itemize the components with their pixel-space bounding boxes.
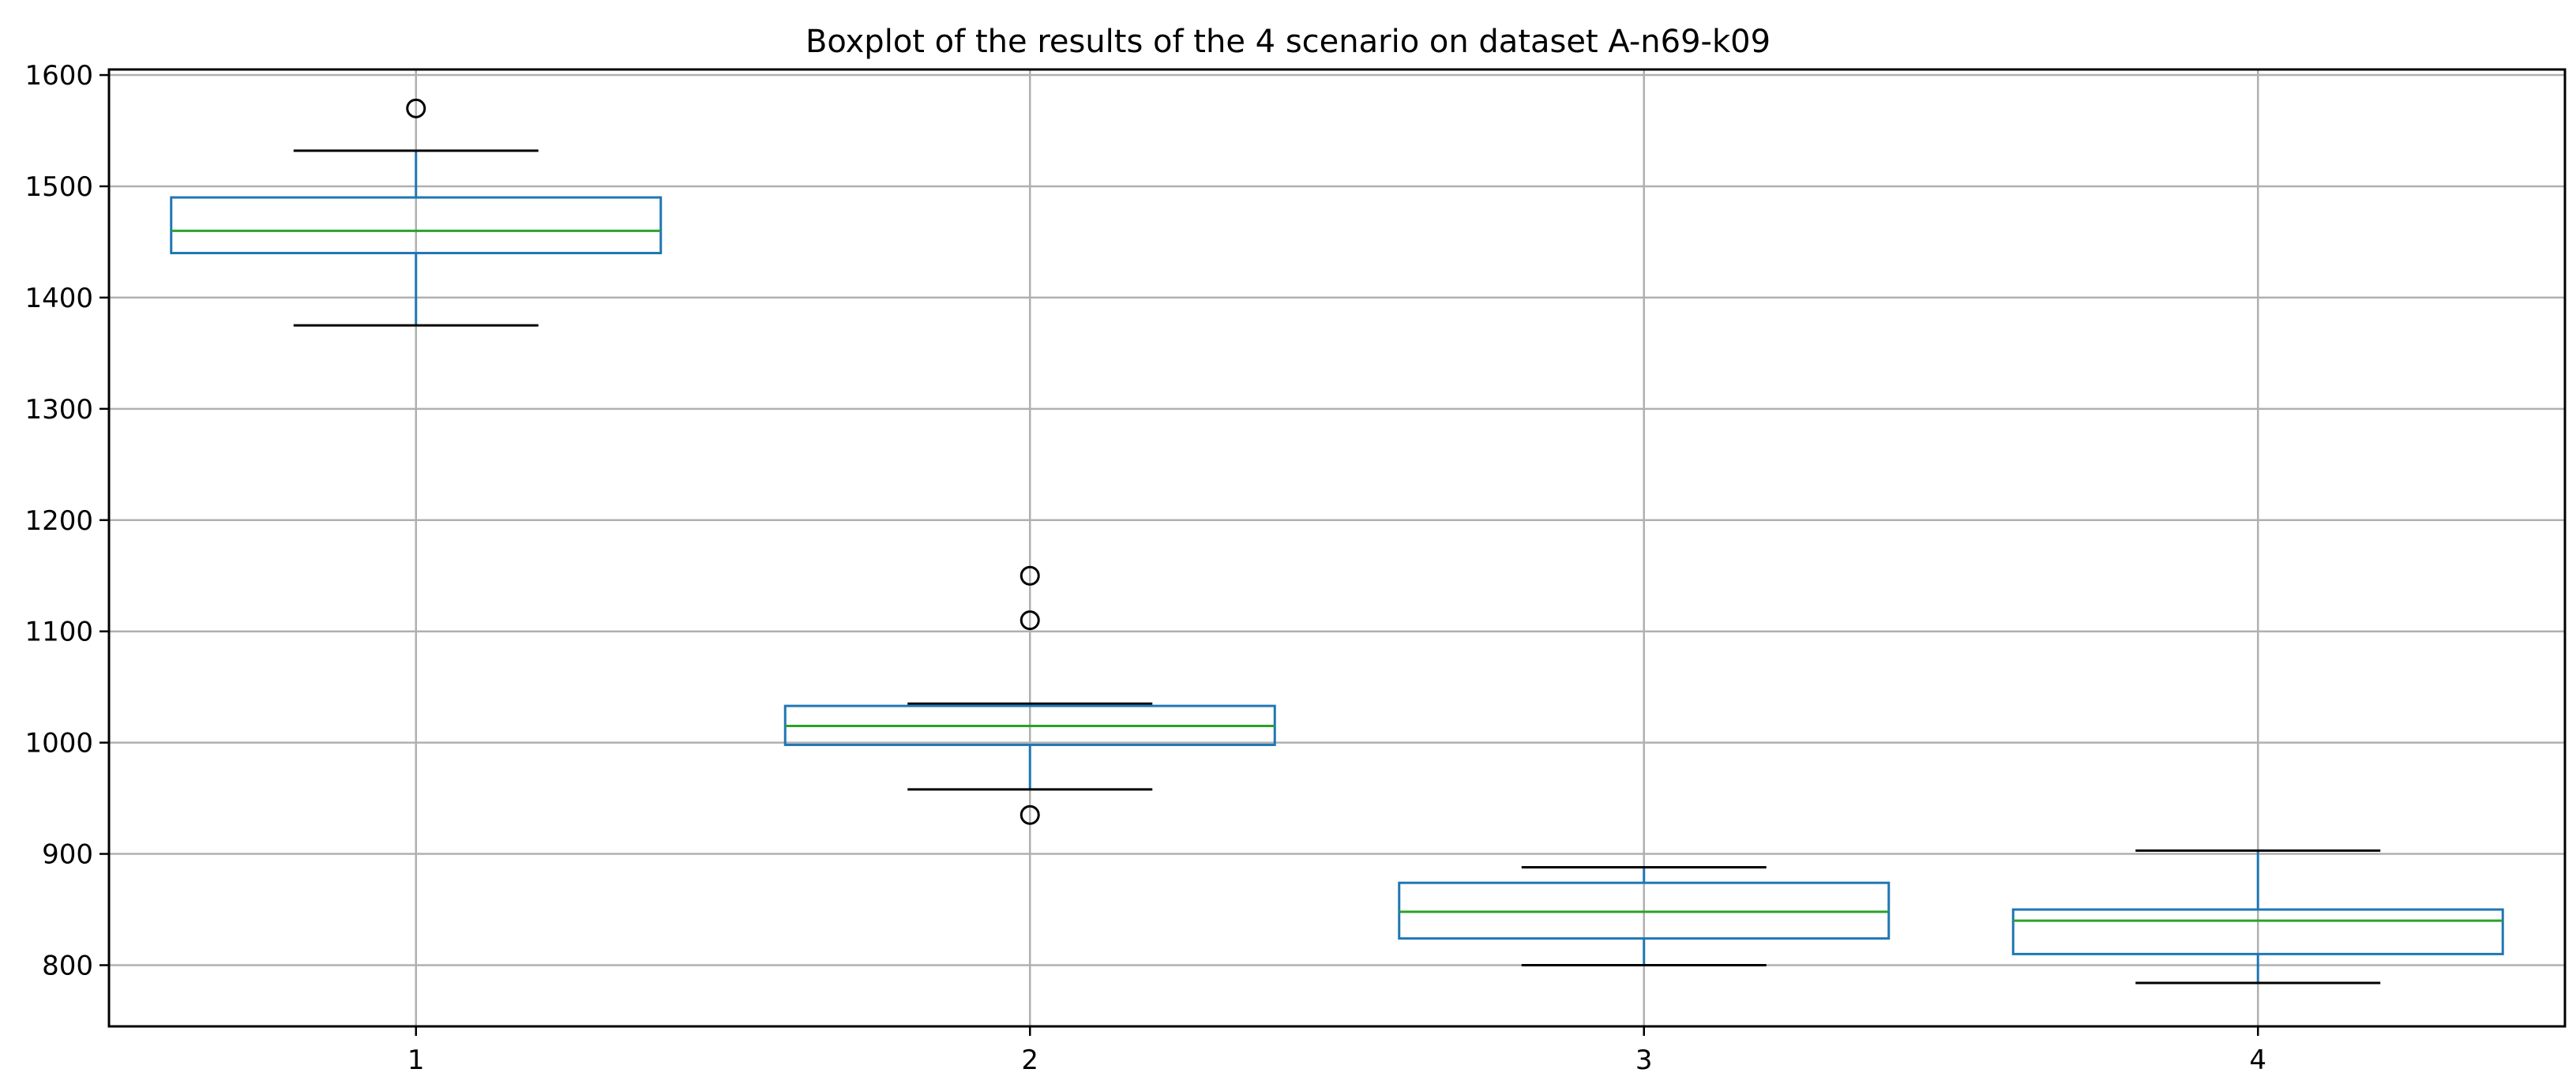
iqr-box [2011,908,2504,955]
y-tick-label: 1600 [24,60,93,92]
y-tick-label: 1000 [24,728,93,760]
axes: 800 900 1000 1100 1200 1300 1400 1500 1600 1 2 3 4 [24,60,2567,1076]
y-tick-label: 900 [42,839,93,871]
y-tick-label: 1400 [24,283,93,314]
outlier-point [1020,610,1040,631]
y-tick-label: 1100 [24,617,93,648]
box-group [170,98,2504,985]
iqr-box [170,196,663,255]
x-tick-label: 4 [2249,1045,2266,1076]
y-tick-label: 1500 [24,171,93,203]
y-tick-label: 1200 [24,505,93,537]
y-tick-label: 800 [42,950,93,981]
grid-lines [109,69,2565,1026]
outlier-point [406,98,426,118]
x-tick-label: 2 [1021,1045,1038,1076]
y-tick-label: 1300 [24,394,93,426]
box-3 [1398,865,1891,966]
box-4 [2011,849,2504,985]
box-2 [783,565,1276,825]
axes-frame [107,68,2567,1028]
outlier-point [1020,565,1040,586]
chart-title: Boxplot of the results of the 4 scenario… [805,24,1771,60]
outlier-point [1020,805,1040,825]
x-tick-label: 3 [1635,1045,1653,1076]
x-tick-label: 1 [407,1045,425,1076]
box-1 [170,98,663,327]
